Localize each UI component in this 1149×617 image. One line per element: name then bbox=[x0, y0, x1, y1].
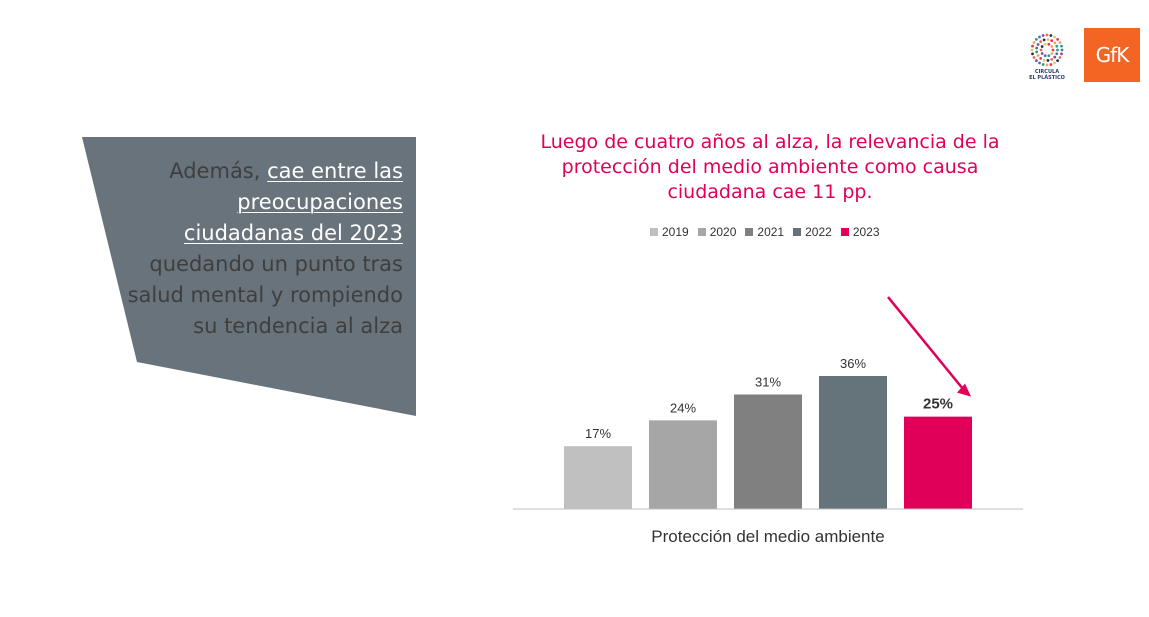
data-label-2020: 24% bbox=[670, 400, 696, 415]
circula-dot bbox=[1050, 57, 1054, 61]
legend-label: 2022 bbox=[805, 225, 832, 239]
callout-rest: quedando un punto tras salud mental y ro… bbox=[127, 252, 403, 338]
circula-dot bbox=[1032, 41, 1036, 44]
bar-2019 bbox=[564, 446, 632, 509]
circula-dot bbox=[1031, 44, 1034, 48]
chart-title: Luego de cuatro años al alza, la relevan… bbox=[540, 131, 1000, 203]
circula-dot bbox=[1060, 52, 1063, 56]
circula-el-plastico-logo: CIRCULA EL PLÁSTICO bbox=[1024, 31, 1070, 83]
circula-dot bbox=[1041, 34, 1045, 37]
circula-dot bbox=[1034, 37, 1038, 41]
circula-dot bbox=[1046, 38, 1050, 41]
circula-dot bbox=[1039, 56, 1043, 60]
circula-dots-icon bbox=[1030, 33, 1064, 67]
circula-dot bbox=[1053, 41, 1057, 45]
circula-dot bbox=[1056, 59, 1060, 63]
circula-dot bbox=[1045, 33, 1049, 37]
circula-dot bbox=[1035, 50, 1039, 54]
circula-dot bbox=[1055, 52, 1059, 56]
circula-caption: CIRCULA EL PLÁSTICO bbox=[1024, 69, 1070, 81]
circula-dot bbox=[1058, 41, 1062, 44]
circula-dot bbox=[1047, 42, 1051, 46]
circula-dot bbox=[1056, 37, 1060, 41]
circula-caption-line-1: CIRCULA bbox=[1034, 69, 1060, 75]
legend-label: 2023 bbox=[852, 225, 880, 239]
circula-dot bbox=[1042, 58, 1046, 62]
legend-item: 2020 bbox=[697, 225, 737, 239]
chart-legend: 2019 2020 2021 2022 2023 bbox=[650, 225, 880, 239]
circula-dot bbox=[1034, 59, 1038, 63]
circula-dot bbox=[1039, 48, 1043, 52]
circula-dot bbox=[1060, 44, 1063, 48]
circula-dot bbox=[1041, 63, 1045, 66]
circula-dot bbox=[1035, 46, 1039, 50]
data-label-2021: 31% bbox=[755, 374, 781, 389]
circula-dot bbox=[1053, 55, 1057, 59]
circula-dot bbox=[1036, 43, 1040, 46]
circula-dot bbox=[1053, 61, 1056, 65]
legend-swatch bbox=[840, 228, 849, 236]
x-tick-label: Protección del medio ambiente bbox=[651, 527, 884, 546]
legend-item: 2022 bbox=[793, 225, 832, 239]
legend-item: 2023 bbox=[840, 225, 880, 239]
circula-dot bbox=[1058, 56, 1062, 59]
annotation-arrow-head bbox=[957, 383, 971, 397]
bar-chart: 17% 24% 31% 36% 25% Protección del medio ambi… bbox=[513, 296, 1023, 546]
circula-dot bbox=[1039, 40, 1043, 44]
legend-label: 2020 bbox=[709, 225, 737, 239]
circula-dot bbox=[1046, 59, 1050, 62]
circula-dot bbox=[1043, 54, 1047, 58]
legend-item: 2021 bbox=[745, 225, 784, 239]
circula-dot bbox=[1050, 52, 1054, 55]
callout-highlight: cae entre las preocupaciones ciudadanas … bbox=[183, 159, 403, 245]
circula-dot bbox=[1031, 52, 1034, 56]
circula-dot bbox=[1051, 48, 1055, 52]
circula-dot bbox=[1055, 44, 1059, 48]
annotation-arrow-shaft bbox=[887, 296, 967, 394]
circula-dot bbox=[1060, 48, 1064, 52]
bar-2021 bbox=[734, 394, 802, 509]
circula-dot bbox=[1042, 38, 1046, 42]
legend-swatch bbox=[650, 228, 658, 236]
circula-dot bbox=[1038, 61, 1041, 65]
circula-dot bbox=[1049, 34, 1053, 37]
bar-2022 bbox=[819, 376, 887, 509]
circula-dot bbox=[1030, 48, 1034, 52]
bar-2023 bbox=[904, 416, 972, 509]
circula-dot bbox=[1040, 45, 1044, 48]
data-label-2022: 36% bbox=[840, 356, 866, 371]
bar-2020 bbox=[649, 420, 717, 509]
circula-dot bbox=[1050, 39, 1054, 43]
circula-dot bbox=[1032, 56, 1036, 59]
gfk-logo: GfK bbox=[1084, 28, 1140, 82]
callout-text: Además, cae entre las preocupaciones ciu… bbox=[120, 156, 403, 342]
circula-dot bbox=[1047, 54, 1051, 58]
circula-dot bbox=[1036, 54, 1040, 57]
legend-label: 2021 bbox=[757, 225, 785, 239]
circula-dot bbox=[1053, 35, 1056, 39]
legend-item: 2019 bbox=[650, 225, 689, 239]
circula-dot bbox=[1056, 48, 1059, 52]
circula-dot bbox=[1040, 52, 1044, 55]
circula-dot bbox=[1045, 63, 1049, 67]
circula-dot bbox=[1049, 63, 1053, 66]
circula-caption-line-2: EL PLÁSTICO bbox=[1029, 75, 1065, 81]
legend-label: 2019 bbox=[662, 225, 689, 239]
circula-dot bbox=[1038, 35, 1041, 39]
circula-dot bbox=[1043, 42, 1047, 46]
legend-swatch bbox=[697, 228, 706, 236]
data-label-2019: 17% bbox=[585, 426, 611, 441]
data-label-2023: 25% bbox=[923, 396, 953, 413]
legend-swatch bbox=[793, 228, 802, 236]
circula-dot bbox=[1050, 45, 1054, 48]
legend-swatch bbox=[745, 228, 754, 236]
callout-intro: Además, bbox=[169, 159, 268, 183]
